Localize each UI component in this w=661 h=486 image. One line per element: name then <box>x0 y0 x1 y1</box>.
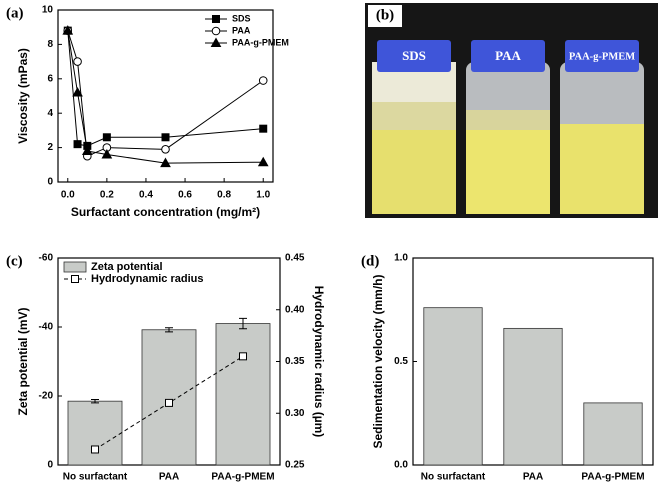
legend-marker <box>210 37 222 47</box>
line <box>67 30 264 157</box>
y2-tick-label: 0.25 <box>285 460 305 471</box>
jar-label: SDS <box>402 48 426 63</box>
jar-label: PAA <box>495 48 521 63</box>
line <box>67 30 264 147</box>
jar-label-box <box>565 40 639 72</box>
panel-label: (b) <box>376 7 394 23</box>
error-bar <box>239 317 247 330</box>
marker <box>101 148 113 159</box>
marker <box>165 398 173 407</box>
marker <box>257 156 269 167</box>
bar <box>423 307 483 466</box>
marker <box>81 145 93 156</box>
x-tick-label: 0.0 <box>61 190 75 201</box>
x-tick-label: 0.8 <box>217 190 231 201</box>
x-tick-label: PAA-g-PMEM <box>211 472 274 483</box>
legend-label: PAA <box>232 25 251 35</box>
y-tick-label: 2 <box>47 142 53 153</box>
panel-label: (a) <box>6 5 24 21</box>
x-tick-label: PAA <box>159 472 179 483</box>
y2-tick-label: 0.45 <box>285 253 305 264</box>
x-tick-label: No surfactant <box>421 472 486 483</box>
x-tick-label: No surfactant <box>63 472 128 483</box>
photo-panel: SDS PAA PAA-g-PMEM (b) <box>365 3 658 218</box>
bar <box>583 402 643 466</box>
foam <box>466 110 550 130</box>
legend-label: SDS <box>232 13 251 23</box>
legend-marker <box>212 15 220 23</box>
marker <box>62 25 74 35</box>
x-tick-label: PAA <box>523 472 543 483</box>
jar-label: PAA-g-PMEM <box>569 51 635 62</box>
legend-label: Hydrodynamic radius <box>91 273 203 285</box>
y-tick-label: 4 <box>47 108 53 119</box>
y-tick-label: 8 <box>47 39 53 50</box>
panel-label: (d) <box>361 253 379 269</box>
y-tick-label: -60 <box>39 253 54 264</box>
marker <box>73 57 82 66</box>
y-tick-label: 0 <box>47 460 53 471</box>
liquid <box>560 124 644 214</box>
liquid <box>372 130 456 214</box>
legend-swatch <box>63 261 87 273</box>
bar <box>67 400 123 466</box>
line <box>67 30 264 164</box>
marker <box>102 133 111 142</box>
error-bar <box>91 398 99 404</box>
bar <box>141 329 197 466</box>
marker <box>161 145 170 154</box>
y-axis-title: Viscosity (mPas) <box>16 48 30 144</box>
y-tick-label: 0.5 <box>394 356 408 367</box>
label-box <box>368 5 402 27</box>
legend-marker <box>71 275 79 283</box>
jar-label-box <box>377 40 451 72</box>
y-tick-label: 0 <box>47 177 53 188</box>
panel-label: (c) <box>6 253 23 269</box>
x-tick-label: 0.2 <box>100 190 114 201</box>
marker <box>259 124 268 133</box>
y2-axis-title: Hydrodynamic radius (µm) <box>312 286 326 438</box>
y2-tick-label: 0.35 <box>285 356 305 367</box>
marker <box>161 133 170 142</box>
marker <box>91 445 99 454</box>
y2-tick-label: 0.40 <box>285 304 305 315</box>
y-axis-title: Sedimentation velocity (mm/h) <box>371 274 385 448</box>
legend-marker <box>211 26 221 36</box>
error-bar <box>165 327 173 333</box>
y-tick-label: -20 <box>39 391 54 402</box>
legend-label: Zeta potential <box>91 261 163 273</box>
y-axis-title: Zeta potential (mV) <box>16 307 30 415</box>
y-tick-label: -40 <box>39 322 54 333</box>
y-tick-label: 1.0 <box>394 253 408 264</box>
x-axis-title: Surfactant concentration (mg/m²) <box>71 205 260 219</box>
marker <box>160 157 171 168</box>
marker <box>258 76 268 85</box>
marker <box>239 352 247 361</box>
x-tick-label: 0.4 <box>139 190 153 201</box>
bar <box>503 327 563 466</box>
jar-label-box <box>471 40 545 72</box>
legend-label: PAA-g-PMEM <box>232 37 289 47</box>
liquid <box>466 130 550 214</box>
y-tick-label: 0.0 <box>394 460 408 471</box>
x-tick-label: 0.6 <box>178 190 192 201</box>
y-tick-label: 6 <box>47 73 53 84</box>
x-tick-label: 1.0 <box>256 190 270 201</box>
marker <box>72 87 83 97</box>
y2-tick-label: 0.30 <box>285 408 305 419</box>
y-tick-label: 10 <box>42 5 54 16</box>
x-tick-label: PAA-g-PMEM <box>581 472 644 483</box>
plot-frame <box>57 9 274 183</box>
marker <box>73 140 82 149</box>
bar <box>215 323 271 466</box>
